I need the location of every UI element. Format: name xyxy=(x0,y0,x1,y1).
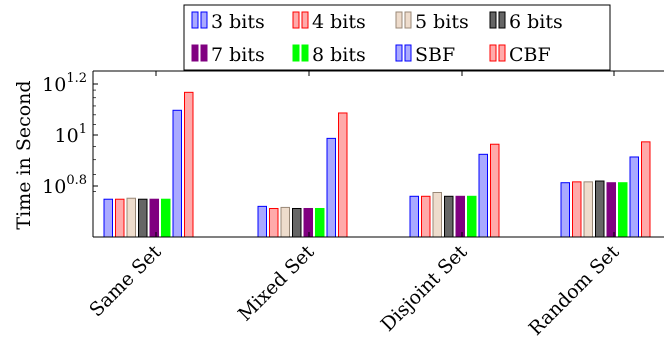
legend-label: 7 bits xyxy=(211,44,265,66)
bar-3-bits-disjoint-set xyxy=(409,195,419,238)
bar-8-bits-disjoint-set xyxy=(467,195,477,238)
bar-6-bits-mixed-set xyxy=(292,207,302,238)
legend-swatch xyxy=(191,44,199,62)
bar-7-bits-random-set xyxy=(606,182,616,238)
y-tick-label: 100.8 xyxy=(42,173,87,198)
legend-swatch xyxy=(498,11,506,29)
x-tick-label: Mixed Set xyxy=(234,241,319,326)
legend-swatch xyxy=(489,44,497,62)
legend-swatch xyxy=(292,44,300,62)
bar-sbf-random-set xyxy=(629,156,639,238)
bar-cbf-mixed-set xyxy=(338,112,348,238)
bar-6-bits-random-set xyxy=(595,180,605,238)
x-tick-label: Disjoint Set xyxy=(377,241,472,336)
bar-5-bits-mixed-set xyxy=(280,206,290,238)
legend-swatch xyxy=(301,11,309,29)
legend-swatch xyxy=(498,44,506,62)
y-tick-label: 101.2 xyxy=(42,71,87,96)
legend-label: 8 bits xyxy=(312,44,366,66)
legend-label: 6 bits xyxy=(509,11,563,33)
bar-3-bits-mixed-set xyxy=(257,205,267,238)
bar-3-bits-same-set xyxy=(103,198,113,238)
bar-4-bits-random-set xyxy=(572,181,582,238)
legend-swatch xyxy=(395,11,403,29)
bars-group xyxy=(103,91,651,238)
bar-4-bits-mixed-set xyxy=(269,207,279,238)
legend-swatch xyxy=(404,11,412,29)
bar-6-bits-disjoint-set xyxy=(444,195,454,238)
legend-label: 4 bits xyxy=(312,11,366,33)
y-tick-label: 101 xyxy=(55,122,87,147)
bar-4-bits-disjoint-set xyxy=(421,195,431,238)
bar-cbf-disjoint-set xyxy=(490,143,500,238)
bar-8-bits-random-set xyxy=(618,182,628,238)
y-ticks-group: 100.8 101 101.2 xyxy=(42,71,98,198)
legend-swatch xyxy=(200,11,208,29)
x-tick-label: Random Set xyxy=(525,241,624,340)
bar-7-bits-mixed-set xyxy=(303,207,313,238)
bar-sbf-mixed-set xyxy=(326,137,336,238)
legend-swatch xyxy=(191,11,199,29)
bar-6-bits-same-set xyxy=(138,198,148,238)
bar-sbf-same-set xyxy=(172,109,182,238)
bar-7-bits-same-set xyxy=(149,198,159,238)
legend-label: 5 bits xyxy=(415,11,469,33)
legend-label: CBF xyxy=(509,44,551,66)
bar-5-bits-random-set xyxy=(583,181,593,238)
y-axis-label: Time in Second xyxy=(13,80,35,229)
legend-swatch xyxy=(292,11,300,29)
legend-label: SBF xyxy=(415,44,455,66)
legend-swatch xyxy=(404,44,412,62)
bar-cbf-random-set xyxy=(641,141,651,238)
bar-5-bits-same-set xyxy=(126,197,136,238)
legend-swatch xyxy=(395,44,403,62)
axes-group xyxy=(92,70,664,238)
bar-8-bits-same-set xyxy=(161,198,171,238)
bar-5-bits-disjoint-set xyxy=(432,191,442,238)
legend-swatch xyxy=(489,11,497,29)
bar-7-bits-disjoint-set xyxy=(455,195,465,238)
legend-label: 3 bits xyxy=(211,11,265,33)
bar-8-bits-mixed-set xyxy=(315,207,325,238)
legend-swatch xyxy=(301,44,309,62)
x-tick-label: Same Set xyxy=(85,241,166,322)
bar-cbf-same-set xyxy=(184,91,194,238)
legend-swatch xyxy=(200,44,208,62)
bar-sbf-disjoint-set xyxy=(478,153,488,238)
legend: 3 bits 4 bits 5 bits 6 bits 7 bits 8 bits SBF C… xyxy=(183,4,611,71)
bar-3-bits-random-set xyxy=(560,182,570,238)
bar-4-bits-same-set xyxy=(115,198,125,238)
